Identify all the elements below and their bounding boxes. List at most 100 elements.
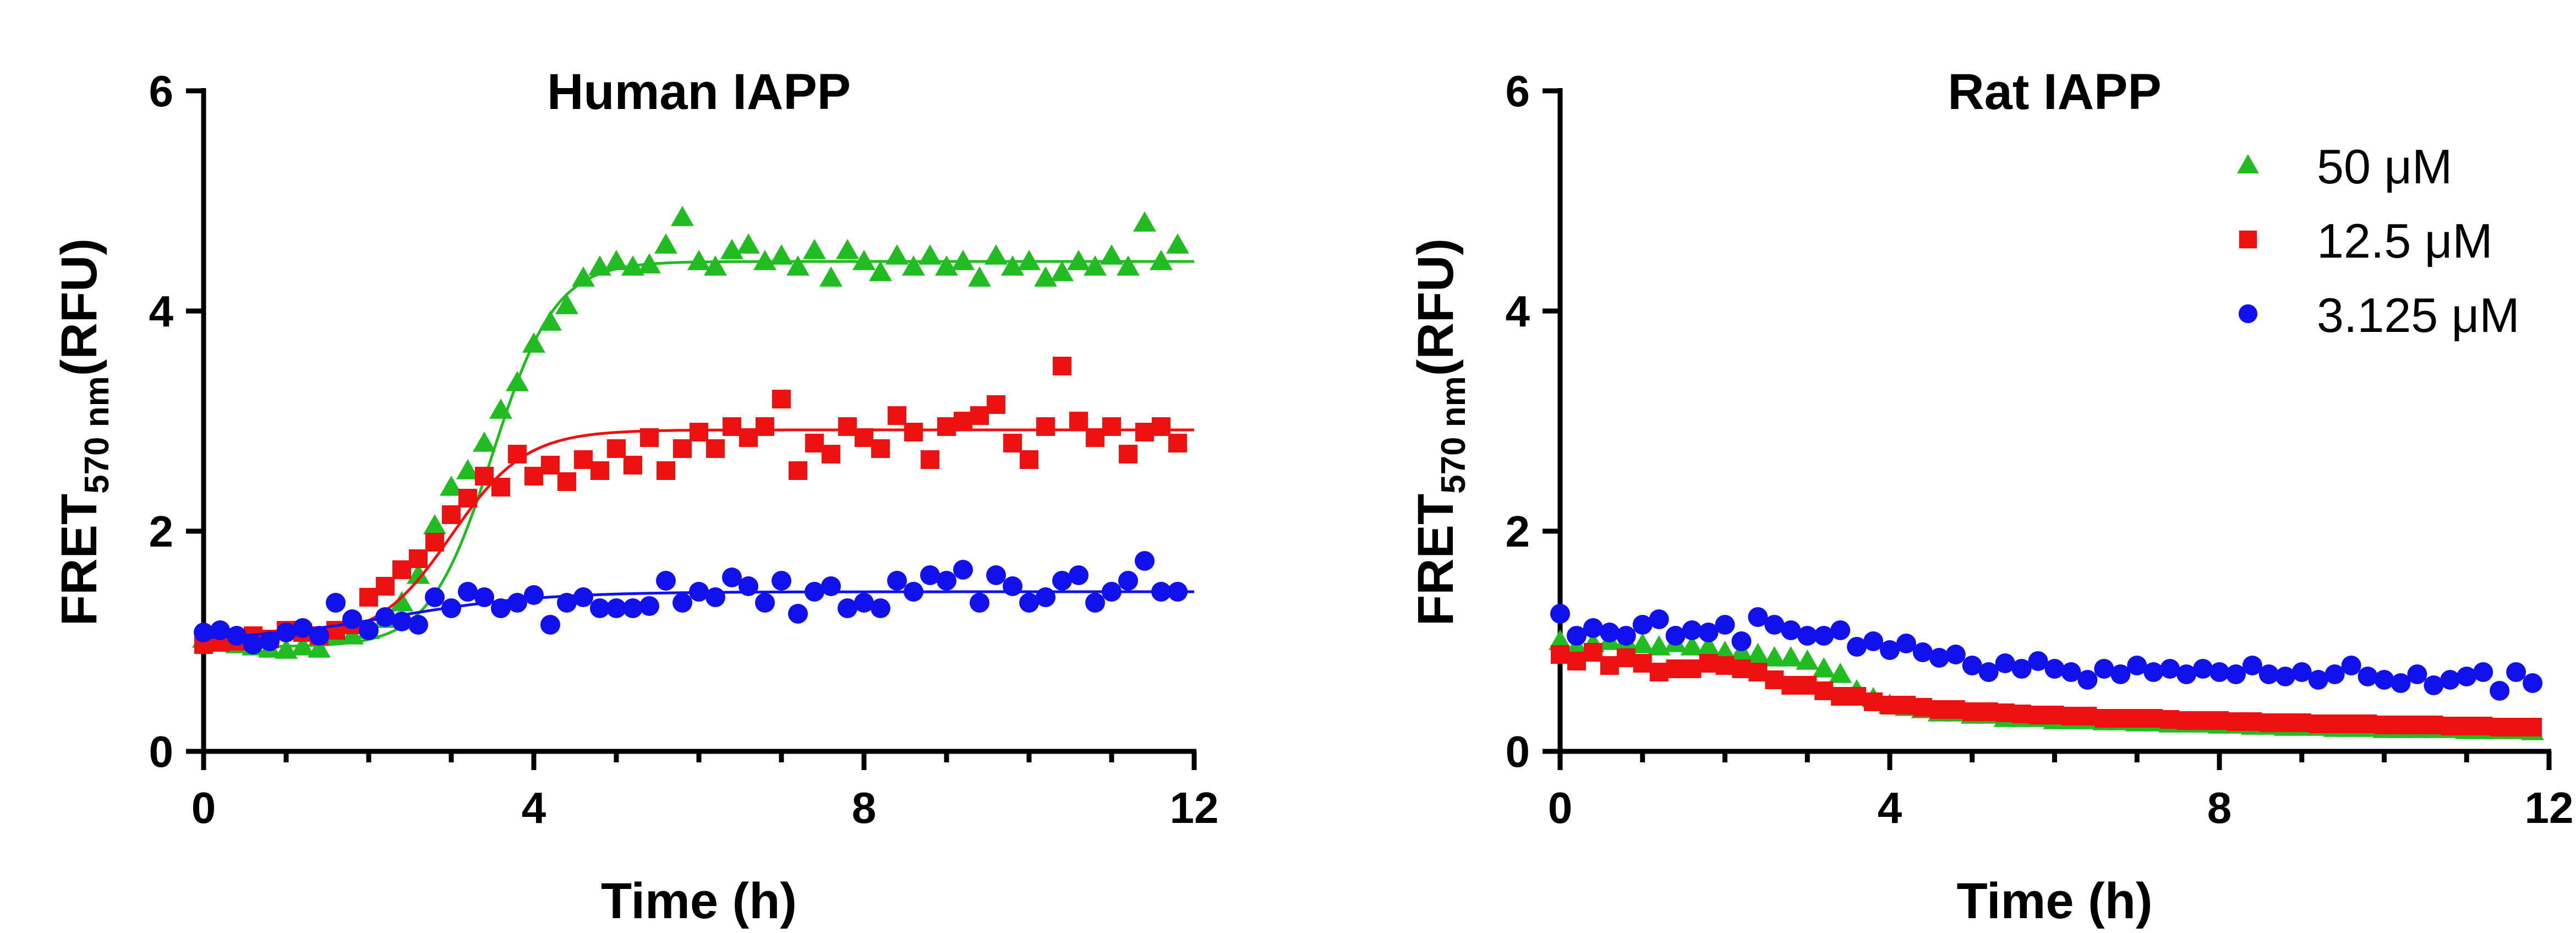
data-point xyxy=(1100,244,1123,265)
data-point xyxy=(687,250,710,270)
data-point xyxy=(1135,423,1154,441)
data-point xyxy=(1880,640,1900,660)
data-point xyxy=(1979,702,1998,721)
data-point xyxy=(1034,266,1057,287)
x-tick-label: 8 xyxy=(2207,783,2232,832)
data-point xyxy=(1831,687,1850,706)
data-point xyxy=(869,261,892,281)
data-point xyxy=(1731,631,1752,651)
data-point xyxy=(376,577,395,596)
data-point xyxy=(1829,663,1852,683)
data-point xyxy=(458,489,477,508)
x-tick-label: 12 xyxy=(1170,783,1219,832)
data-point xyxy=(803,239,826,259)
data-point xyxy=(987,395,1005,414)
data-point xyxy=(953,560,973,580)
data-point xyxy=(1748,663,1768,681)
data-point xyxy=(2325,714,2344,733)
data-point xyxy=(1763,646,1786,667)
data-point xyxy=(2225,664,2246,684)
series-2 xyxy=(194,357,1194,654)
data-point xyxy=(260,631,280,651)
data-point xyxy=(2061,707,2081,725)
data-point xyxy=(753,250,776,270)
data-point xyxy=(1003,576,1022,596)
data-point xyxy=(1995,653,2015,673)
y-tick-label: 0 xyxy=(1506,727,1530,776)
data-point xyxy=(210,620,230,640)
data-point xyxy=(671,206,694,226)
data-point xyxy=(442,505,461,524)
data-point xyxy=(1781,676,1801,695)
data-point xyxy=(2028,651,2048,671)
series-3 xyxy=(194,551,1194,654)
data-point xyxy=(359,588,378,607)
y-axis-label-main: FRET xyxy=(51,494,107,626)
data-point xyxy=(1102,582,1122,602)
data-point xyxy=(2391,673,2411,693)
data-point xyxy=(1053,357,1071,375)
data-point xyxy=(2375,716,2394,734)
data-point xyxy=(524,467,543,485)
data-point xyxy=(1864,692,1883,711)
data-point xyxy=(1567,652,1586,670)
data-point xyxy=(1168,582,1188,602)
data-point xyxy=(491,598,511,618)
data-point xyxy=(1119,445,1137,463)
data-point xyxy=(557,593,577,613)
data-point xyxy=(1549,630,1572,650)
data-point xyxy=(2309,714,2328,733)
data-point xyxy=(887,571,907,591)
x-tick-label: 8 xyxy=(852,783,877,832)
data-point xyxy=(838,598,857,618)
data-point xyxy=(1680,635,1704,656)
data-point xyxy=(342,609,362,629)
data-point xyxy=(722,568,742,587)
data-point xyxy=(2408,716,2427,734)
data-point xyxy=(885,244,909,265)
data-point xyxy=(1001,255,1024,276)
data-point xyxy=(1633,654,1652,673)
data-point xyxy=(475,467,494,485)
data-point xyxy=(1746,643,1770,663)
data-point xyxy=(1798,676,1817,695)
data-point xyxy=(407,564,430,584)
data-point xyxy=(375,607,395,627)
data-point xyxy=(2457,667,2477,686)
data-point xyxy=(1069,565,1089,585)
data-point xyxy=(2407,664,2427,684)
legend: 50 μM 12.5 μM 3.125 μM xyxy=(2237,139,2520,342)
data-point xyxy=(2507,718,2526,736)
data-point xyxy=(2506,662,2526,682)
data-point xyxy=(1665,626,1686,646)
data-point xyxy=(308,637,331,658)
data-point xyxy=(1896,634,1916,653)
data-point xyxy=(2061,662,2081,682)
y-axis-label-unit: (RFU) xyxy=(51,238,107,376)
data-point xyxy=(1067,250,1090,270)
data-point xyxy=(590,598,610,618)
data-point xyxy=(441,598,461,618)
data-point xyxy=(789,461,807,480)
data-point xyxy=(243,635,263,654)
data-point xyxy=(1880,696,1899,714)
data-point xyxy=(638,253,661,274)
data-point xyxy=(854,593,874,613)
data-point xyxy=(293,618,313,638)
data-point xyxy=(508,445,527,463)
x-tick-label: 12 xyxy=(2525,783,2574,832)
data-point xyxy=(1616,626,1636,646)
data-point xyxy=(621,255,644,276)
data-point xyxy=(2242,656,2262,675)
data-point xyxy=(704,255,727,276)
y-axis-label: FRET570 nm(RFU) xyxy=(1408,238,1473,626)
data-point xyxy=(1631,633,1654,653)
data-point xyxy=(639,596,659,616)
data-point xyxy=(1732,659,1751,678)
data-point xyxy=(918,244,942,265)
data-point xyxy=(2275,667,2295,686)
y-tick-label: 4 xyxy=(149,287,174,336)
data-point xyxy=(1085,593,1105,613)
data-point xyxy=(838,417,857,436)
